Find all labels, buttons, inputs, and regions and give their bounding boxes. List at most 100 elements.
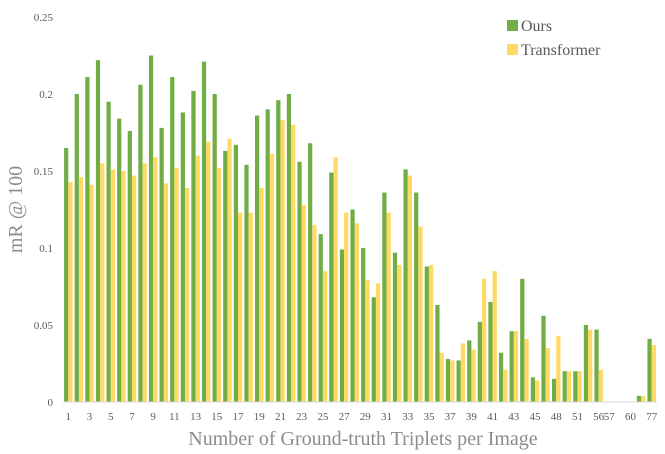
bar-transformer — [301, 204, 306, 402]
x-axis-ticks: 1 3 5 7 9 11 13 15 17 19 21 23 25 27 29 31 33 35 37 39 41 43 4… — [66, 411, 658, 423]
bar-ours — [276, 100, 281, 402]
x-tick-label: 15 — [211, 411, 223, 423]
bar-transformer — [460, 343, 466, 402]
bar-transformer — [174, 167, 179, 402]
bar-transformer — [333, 157, 338, 402]
legend-swatch — [507, 44, 518, 55]
bar-transformer — [344, 212, 349, 402]
bar-transformer — [386, 212, 391, 402]
bar-ours — [435, 304, 440, 402]
bar-transformer — [78, 177, 84, 402]
bar-transformer — [110, 169, 115, 402]
x-tick-label: 45 — [530, 411, 542, 423]
bar-ours — [223, 150, 228, 402]
bar-transformer — [312, 224, 317, 402]
bar-ours — [233, 144, 239, 402]
x-tick-label: 43 — [508, 411, 520, 423]
bar-transformer — [195, 155, 200, 402]
bar-ours — [488, 301, 493, 402]
bar-transformer — [641, 395, 646, 402]
bar-ours — [74, 94, 79, 402]
bar-ours — [191, 90, 196, 403]
bar-ours — [477, 321, 482, 402]
bar-ours — [456, 360, 461, 402]
bar-transformer — [238, 212, 243, 402]
bar-ours — [498, 352, 504, 402]
bar-transformer — [100, 163, 105, 402]
bar-transformer — [269, 154, 275, 402]
bar-transformer — [142, 163, 147, 402]
bar-transformer — [503, 369, 508, 402]
bar-ours — [509, 331, 514, 402]
bar-transformer — [588, 329, 593, 402]
bar-transformer — [566, 371, 572, 402]
bar-transformer — [535, 380, 540, 402]
bar-series — [64, 55, 656, 403]
x-tick-label: 35 — [423, 411, 435, 423]
bar-ours — [180, 112, 185, 402]
y-axis-title: mR @ 100 — [5, 166, 27, 253]
bar-transformer — [471, 349, 476, 402]
x-tick-label: 13 — [190, 411, 202, 423]
bar-transformer — [131, 175, 137, 402]
legend-swatch — [507, 20, 518, 31]
bar-ours — [541, 315, 546, 402]
y-tick-label: 0.2 — [39, 89, 53, 101]
bar-ours — [138, 84, 143, 402]
bar-ours — [117, 118, 122, 402]
bar-ours — [106, 101, 111, 402]
y-tick-label: 0.25 — [34, 12, 54, 24]
bar-transformer — [513, 331, 519, 402]
bar-transformer — [322, 271, 328, 402]
bar-transformer — [280, 120, 285, 403]
bar-ours — [297, 161, 302, 402]
bar-ours — [148, 55, 154, 402]
bar-ours — [212, 94, 217, 402]
bar-transformer — [439, 352, 444, 402]
bar-ours — [562, 371, 567, 402]
x-tick-label: 9 — [150, 411, 156, 423]
bar-transformer — [481, 278, 487, 402]
bar-ours — [286, 94, 292, 402]
bar-ours — [318, 234, 323, 402]
bar-transformer — [375, 283, 381, 402]
bar-ours — [520, 278, 525, 402]
x-tick-label: 7 — [129, 411, 135, 423]
bar-ours — [647, 338, 652, 402]
bar-ours — [329, 172, 334, 402]
x-tick-label: 60 — [625, 411, 637, 423]
bar-ours — [127, 130, 132, 402]
legend: Ours Transformer — [507, 18, 601, 59]
x-tick-label: 77 — [646, 411, 658, 423]
bar-transformer — [598, 369, 603, 402]
bar-transformer — [184, 187, 190, 402]
x-tick-label: 1 — [66, 411, 72, 423]
bar-ours — [308, 143, 313, 402]
x-tick-label: 21 — [275, 411, 286, 423]
bar-transformer — [248, 212, 253, 402]
bar-transformer — [259, 187, 264, 402]
bar-ours — [170, 77, 175, 402]
bar-transformer — [397, 264, 402, 402]
bar-ours — [445, 358, 451, 402]
bar-transformer — [206, 141, 211, 403]
x-axis-title: Number of Ground-truth Triplets per Imag… — [188, 428, 538, 450]
bar-transformer — [418, 226, 423, 402]
x-tick-label: 25 — [317, 411, 329, 423]
x-tick-label: 11 — [169, 411, 180, 423]
bar-transformer — [365, 280, 370, 402]
x-tick-label: 3 — [87, 411, 93, 423]
bar-ours — [636, 395, 642, 402]
bar-ours — [159, 127, 164, 402]
bar-ours — [573, 371, 578, 402]
bar-transformer — [89, 184, 94, 402]
bar-ours — [530, 377, 536, 402]
bar-transformer — [524, 338, 529, 402]
bar-ours — [85, 77, 90, 402]
x-tick-label: 31 — [381, 411, 392, 423]
bar-transformer — [291, 124, 296, 403]
bar-ours — [201, 61, 207, 402]
bar-transformer — [407, 175, 412, 402]
bar-ours — [371, 297, 376, 402]
